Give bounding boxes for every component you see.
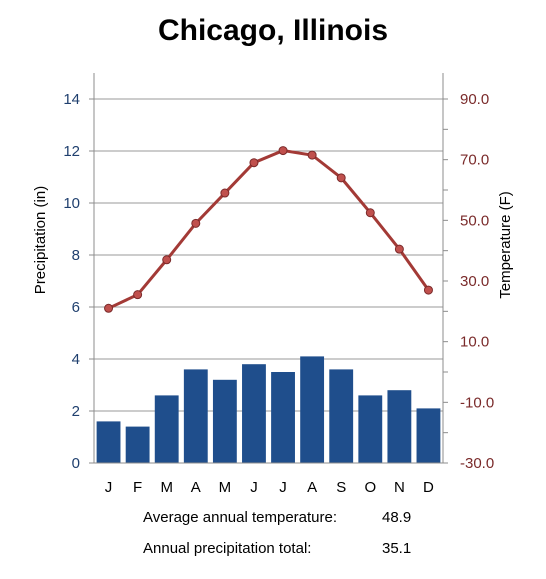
right-tick-label: 30.0 [460,273,489,290]
precip-bar [300,356,325,463]
x-tick-label: M [219,479,232,496]
precip-bar [271,372,295,463]
temperature-point [307,150,317,160]
x-tick-label: M [160,479,173,496]
precip-bar [183,369,208,463]
precip-bar [212,379,237,463]
avg-temp-value: 48.9 [382,509,412,526]
x-tick-label: J [250,479,258,496]
precip-total-value: 35.1 [382,540,412,557]
precipitation-bars [96,356,441,463]
y-axis-title: Precipitation (in) [32,186,49,294]
right-tick-label: 10.0 [460,334,489,351]
axis-labels: 0 2 4 6 8 10 12 14 -30.0 -10.0 10.0 30.0 50.0 70.0 90.… [32,91,514,496]
left-tick-label: 6 [72,299,80,316]
temperature-point [249,158,259,168]
temperature-line [104,146,433,313]
x-tick-label: J [105,479,113,496]
temperature-point [365,208,375,218]
left-tick-label: 10 [63,195,80,212]
x-tick-label: D [423,479,434,496]
temperature-point [220,188,230,198]
precip-bar [416,408,441,463]
right-tick-label: 90.0 [460,91,489,108]
right-tick-label: -10.0 [460,394,494,411]
x-tick-label: A [307,479,317,496]
right-tick-label: -30.0 [460,455,494,472]
precip-bar [125,426,150,463]
precip-bar [329,369,354,463]
gridlines [94,98,443,412]
temperature-point [423,285,433,295]
temperature-point [336,173,346,183]
left-tick-label: 0 [72,455,80,472]
left-tick-label: 2 [72,403,80,420]
chart-title: Chicago, Illinois [157,14,389,47]
precip-bar [96,421,121,463]
precip-total-label: Annual precipitation total: [143,540,312,557]
temperature-point [162,255,172,265]
y2-axis-title: Temperature (F) [497,191,514,299]
precip-bar [242,364,266,463]
left-tick-label: 14 [63,91,80,108]
left-tick-label: 8 [72,247,80,264]
temperature-point [104,303,114,313]
avg-temp-label: Average annual temperature: [143,509,338,526]
x-tick-label: S [336,479,346,496]
temperature-line-path [107,149,430,310]
precip-bar [154,395,179,463]
precip-bar [358,395,383,463]
right-tick-label: 50.0 [460,212,489,229]
x-tick-label: A [191,479,201,496]
temperature-point [278,146,288,156]
precip-bar [387,390,412,463]
left-tick-label: 12 [63,143,80,160]
temperature-point [394,244,404,254]
right-tick-label: 70.0 [460,152,489,169]
x-tick-label: F [133,479,142,496]
temperature-point [191,218,201,228]
axes [89,73,448,464]
x-tick-label: N [394,479,405,496]
x-tick-label: J [279,479,287,496]
x-tick-label: O [364,479,376,496]
temperature-point [133,290,143,300]
left-tick-label: 4 [72,351,80,368]
